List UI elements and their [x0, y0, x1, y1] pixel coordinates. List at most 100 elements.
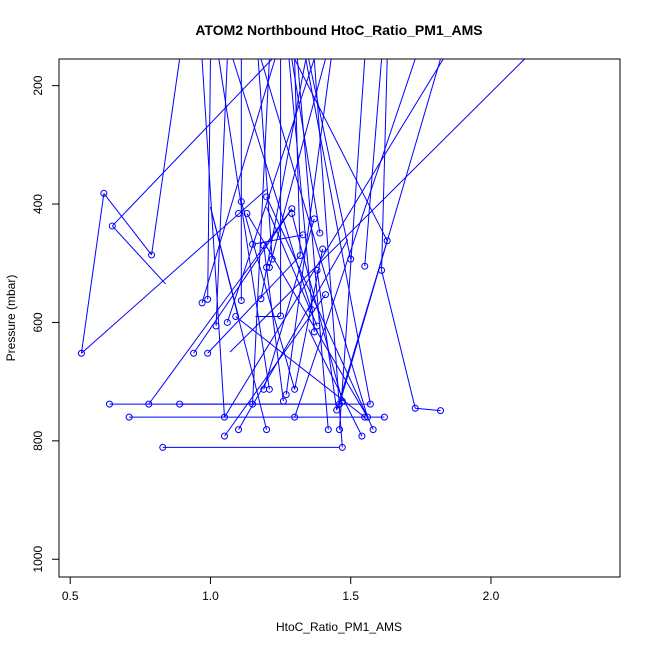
- x-tick-label: 0.5: [62, 589, 79, 603]
- data-point: [77, 349, 85, 357]
- x-tick-label: 1.0: [202, 589, 219, 603]
- series-line-segment: [339, 59, 441, 405]
- series-line-segment: [193, 208, 293, 354]
- data-point: [277, 312, 285, 320]
- data-point: [237, 198, 245, 206]
- data-point: [212, 322, 220, 330]
- series-line-segment: [240, 201, 296, 390]
- data-point: [263, 263, 271, 271]
- data-point: [364, 413, 372, 421]
- data-point: [361, 262, 369, 270]
- y-tick-label: 200: [31, 75, 45, 95]
- data-point: [307, 305, 315, 313]
- data-point: [333, 406, 341, 414]
- series-line-segment: [207, 59, 211, 300]
- data-point: [316, 229, 324, 237]
- data-point: [265, 385, 273, 393]
- data-point: [265, 263, 273, 271]
- data-point: [268, 255, 276, 263]
- data-point: [263, 426, 271, 434]
- data-point: [369, 426, 377, 434]
- data-point: [310, 215, 318, 223]
- data-point: [313, 266, 321, 274]
- series-line-segment: [313, 59, 343, 448]
- series-line-segment: [209, 206, 240, 317]
- series-line-segment: [229, 59, 525, 353]
- series-line-segment: [80, 193, 105, 354]
- series-line-segment: [339, 59, 366, 430]
- data-point: [204, 295, 212, 303]
- chart-title: ATOM2 Northbound HtoC_Ratio_PM1_AMS: [195, 22, 482, 38]
- series-line-segment: [263, 245, 284, 402]
- data-point: [108, 222, 116, 230]
- series-line-segment: [266, 206, 318, 327]
- data-point: [380, 413, 388, 421]
- data-point: [198, 299, 206, 307]
- data-point: [204, 349, 212, 357]
- series-lines: [80, 59, 525, 448]
- data-point: [257, 295, 265, 303]
- series-line-segment: [201, 59, 276, 304]
- data-point: [100, 189, 108, 197]
- x-tick-label: 2.0: [483, 589, 500, 603]
- series-line-segment: [207, 255, 301, 354]
- data-point: [105, 400, 113, 408]
- x-axis: 0.5 1.0 1.5 2.0: [62, 576, 500, 603]
- series-line-segment: [415, 407, 441, 412]
- data-point: [223, 318, 231, 326]
- data-point: [358, 432, 366, 440]
- x-tick-label: 1.5: [342, 589, 359, 603]
- data-point: [243, 210, 251, 218]
- data-point: [263, 193, 271, 201]
- data-point: [232, 313, 240, 321]
- series-line-segment: [215, 59, 228, 327]
- series-line-segment: [266, 196, 374, 430]
- series-line-segment: [238, 239, 349, 430]
- series-line-segment: [81, 188, 267, 354]
- data-point: [249, 400, 257, 408]
- y-tick-label: 1000: [31, 546, 45, 573]
- data-point: [321, 291, 329, 299]
- data-point: [296, 252, 304, 260]
- y-tick-label: 800: [31, 431, 45, 451]
- data-point: [291, 385, 299, 393]
- y-tick-label: 600: [31, 312, 45, 332]
- series-line-segment: [308, 329, 363, 437]
- data-point: [436, 407, 444, 415]
- data-point: [279, 397, 287, 405]
- series-line-segment: [294, 248, 324, 390]
- data-point: [220, 432, 228, 440]
- data-point: [378, 266, 386, 274]
- series-line-segment: [252, 234, 304, 245]
- series-line-segment: [294, 59, 416, 418]
- data-point: [338, 397, 346, 405]
- series-line-segment: [224, 59, 444, 418]
- series-line-segment: [294, 59, 301, 256]
- data-point: [282, 391, 290, 399]
- series-line-segment: [257, 59, 273, 260]
- series-line-segment: [291, 59, 321, 234]
- data-point: [319, 245, 327, 253]
- series-line-segment: [316, 270, 338, 411]
- series-line-segment: [111, 59, 273, 227]
- data-point: [336, 426, 343, 434]
- series-line-segment: [308, 59, 352, 260]
- series-line-segment: [103, 193, 152, 256]
- data-point: [249, 240, 257, 248]
- data-point: [310, 328, 318, 336]
- data-point: [366, 400, 374, 408]
- x-axis-label: HtoC_Ratio_PM1_AMS: [276, 620, 402, 634]
- data-point: [125, 413, 133, 421]
- data-point: [235, 426, 243, 434]
- data-point: [145, 400, 153, 408]
- data-point: [288, 210, 296, 218]
- data-point: [148, 251, 156, 259]
- data-point: [288, 205, 296, 213]
- data-point: [361, 413, 369, 421]
- y-axis: 200 400 600 800 1000: [31, 75, 60, 573]
- data-point: [220, 413, 228, 421]
- series-line-segment: [201, 59, 225, 418]
- series-line-segment: [218, 59, 270, 390]
- series-line-segment: [246, 213, 368, 418]
